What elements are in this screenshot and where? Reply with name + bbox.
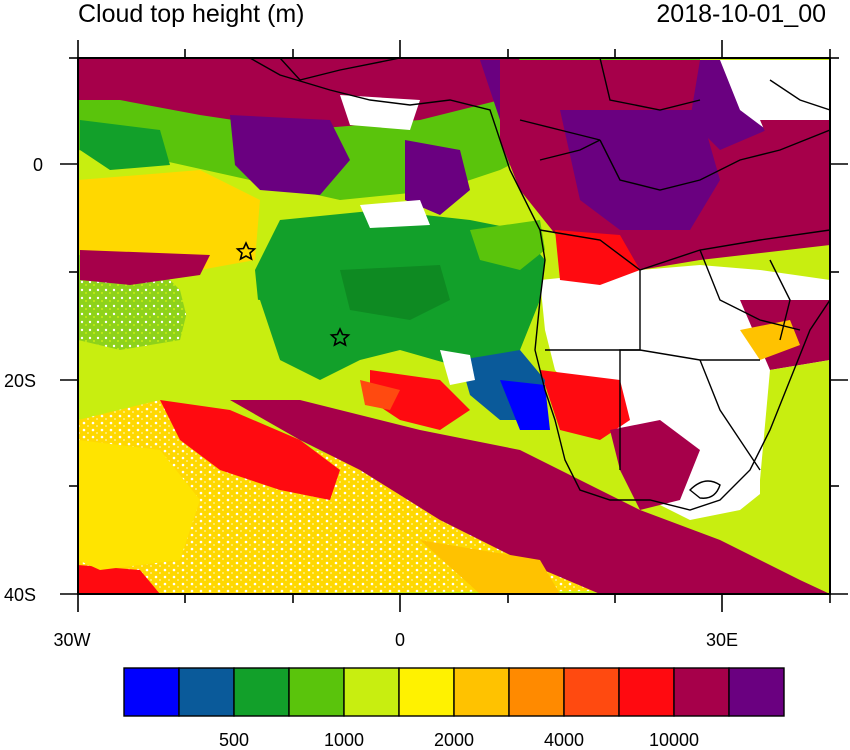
star-marker-north (235, 241, 257, 261)
colorbar-swatch (233, 667, 290, 717)
colorbar-swatch (618, 667, 675, 717)
colorbar-label: 500 (219, 730, 249, 750)
colorbar-swatch (508, 667, 565, 717)
colorbar: 500 1000 2000 4000 10000 (123, 667, 785, 750)
colorbar-swatch (728, 667, 785, 717)
lon-label-0: 0 (395, 630, 405, 650)
colorbar-label: 2000 (434, 730, 474, 750)
colorbar-swatch (398, 667, 455, 717)
map-title: Cloud top height (m) (78, 0, 305, 28)
colorbar-swatch (178, 667, 235, 717)
colorbar-label: 4000 (544, 730, 584, 750)
map-timestamp: 2018-10-01_00 (656, 0, 826, 28)
plot-frame (77, 57, 831, 595)
colorbar-swatch (343, 667, 400, 717)
star-marker-south (329, 327, 351, 347)
lat-label-40s: 40S (4, 585, 36, 605)
lon-label-30w: 30W (53, 630, 90, 650)
lon-label-30e: 30E (706, 630, 738, 650)
colorbar-swatch (673, 667, 730, 717)
colorbar-swatch (288, 667, 345, 717)
colorbar-swatch (563, 667, 620, 717)
lat-label-0: 0 (33, 155, 43, 175)
lat-label-20s: 20S (4, 371, 36, 391)
coastlines (249, 58, 830, 511)
axis-ticks (60, 40, 848, 612)
map-field (78, 58, 830, 594)
colorbar-label: 1000 (324, 730, 364, 750)
colorbar-swatch (453, 667, 510, 717)
colorbar-label: 10000 (649, 730, 699, 750)
colorbar-swatch (123, 667, 180, 717)
